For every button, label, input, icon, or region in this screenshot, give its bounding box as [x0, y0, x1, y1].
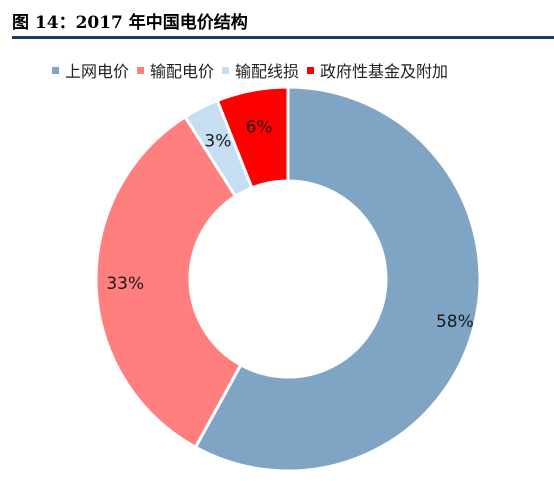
- donut-slices: [94, 85, 482, 473]
- legend-item-line-loss: 输配线损: [222, 58, 299, 82]
- legend-marker-government-fund: [307, 66, 315, 74]
- legend-item-grid-price: 上网电价: [52, 58, 129, 82]
- data-label-government-fund: 6%: [246, 117, 273, 137]
- donut-data-labels: 58% 33% 3% 6%: [106, 117, 473, 332]
- legend-item-transmission-price: 输配电价: [137, 58, 214, 82]
- data-label-line-loss: 3%: [204, 131, 231, 151]
- legend-label-transmission-price: 输配电价: [150, 62, 215, 81]
- legend-marker-line-loss: [222, 66, 230, 74]
- legend-label-grid-price: 上网电价: [65, 62, 130, 81]
- figure-title: 图 14：2017 年中国电价结构: [12, 13, 248, 33]
- data-label-transmission-price: 33%: [106, 274, 144, 294]
- slice-government-fund: [215, 85, 290, 190]
- title-rule: [12, 36, 554, 39]
- slice-grid-price: [193, 85, 482, 473]
- slice-transmission-price: [94, 114, 243, 450]
- legend-marker-transmission-price: [137, 66, 145, 74]
- data-label-grid-price: 58%: [436, 312, 474, 332]
- chart-legend: 上网电价 输配电价 输配线损 政府性基金及附加: [52, 58, 456, 82]
- legend-marker-grid-price: [52, 66, 59, 74]
- legend-item-government-fund: 政府性基金及附加: [307, 58, 448, 82]
- legend-label-line-loss: 输配线损: [235, 62, 300, 81]
- legend-label-government-fund: 政府性基金及附加: [320, 62, 449, 81]
